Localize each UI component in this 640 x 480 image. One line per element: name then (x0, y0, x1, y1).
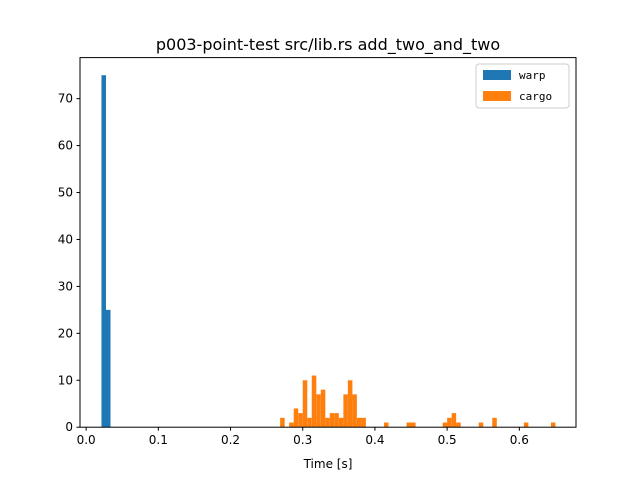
bar-cargo-13 (343, 394, 348, 428)
y-axis-ticks: 0 10 20 30 40 50 60 70 (58, 92, 80, 434)
bar-cargo-21 (442, 422, 448, 428)
y-tick-label: 30 (58, 279, 73, 293)
x-tick-label: 0.1 (149, 433, 168, 447)
x-tick-label: 0.6 (510, 433, 529, 447)
bar-cargo-24 (456, 422, 461, 428)
bar-warp-0 (101, 75, 106, 428)
bar-cargo-25 (478, 422, 484, 428)
bar-cargo-4 (302, 380, 308, 428)
bar-cargo-26 (492, 417, 497, 428)
bar-warp-1 (105, 309, 111, 428)
bar-cargo-17 (361, 417, 366, 428)
bar-cargo-16 (356, 417, 362, 428)
bar-cargo-22 (447, 417, 452, 428)
bar-cargo-27 (523, 422, 529, 428)
x-tick-label: 0.0 (77, 433, 96, 447)
bar-cargo-0 (280, 417, 285, 428)
bar-cargo-8 (320, 389, 326, 428)
bar-cargo-10 (329, 413, 335, 428)
bar-cargo-28 (550, 422, 556, 428)
bar-cargo-2 (293, 408, 299, 428)
legend-label-cargo: cargo (519, 90, 552, 103)
y-tick-label: 0 (65, 420, 73, 434)
x-axis-ticks: 0.0 0.1 0.2 0.3 0.4 0.5 0.6 (77, 427, 529, 447)
legend: warp cargo (475, 63, 570, 109)
y-tick-label: 60 (58, 139, 73, 153)
y-tick-label: 10 (58, 373, 73, 387)
y-tick-label: 70 (58, 92, 73, 106)
legend-swatch-warp (483, 70, 511, 80)
y-tick-label: 50 (58, 186, 73, 200)
bar-cargo-11 (334, 413, 339, 428)
y-tick-label: 40 (58, 232, 73, 246)
bar-cargo-3 (298, 413, 303, 428)
bar-cargo-23 (451, 413, 457, 428)
bar-cargo-7 (316, 394, 321, 428)
bar-cargo-1 (289, 422, 294, 428)
axes-frame (79, 57, 577, 428)
bar-cargo-14 (347, 380, 353, 428)
legend-swatch-cargo (483, 91, 511, 101)
x-tick-label: 0.3 (293, 433, 312, 447)
x-axis-label: Time [s] (303, 457, 353, 471)
bar-cargo-6 (311, 375, 317, 428)
bars-group (101, 75, 556, 428)
bar-cargo-15 (352, 394, 357, 428)
bar-cargo-9 (325, 417, 330, 428)
bar-cargo-20 (411, 422, 416, 428)
y-tick-label: 20 (58, 326, 73, 340)
x-tick-label: 0.5 (438, 433, 457, 447)
x-tick-label: 0.4 (365, 433, 384, 447)
bar-cargo-19 (406, 422, 412, 428)
legend-label-warp: warp (519, 69, 546, 82)
bar-cargo-5 (307, 417, 312, 428)
bar-cargo-18 (383, 422, 389, 428)
bar-cargo-12 (338, 417, 344, 428)
x-tick-label: 0.2 (221, 433, 240, 447)
chart-title: p003-point-test src/lib.rs add_two_and_t… (156, 35, 500, 55)
